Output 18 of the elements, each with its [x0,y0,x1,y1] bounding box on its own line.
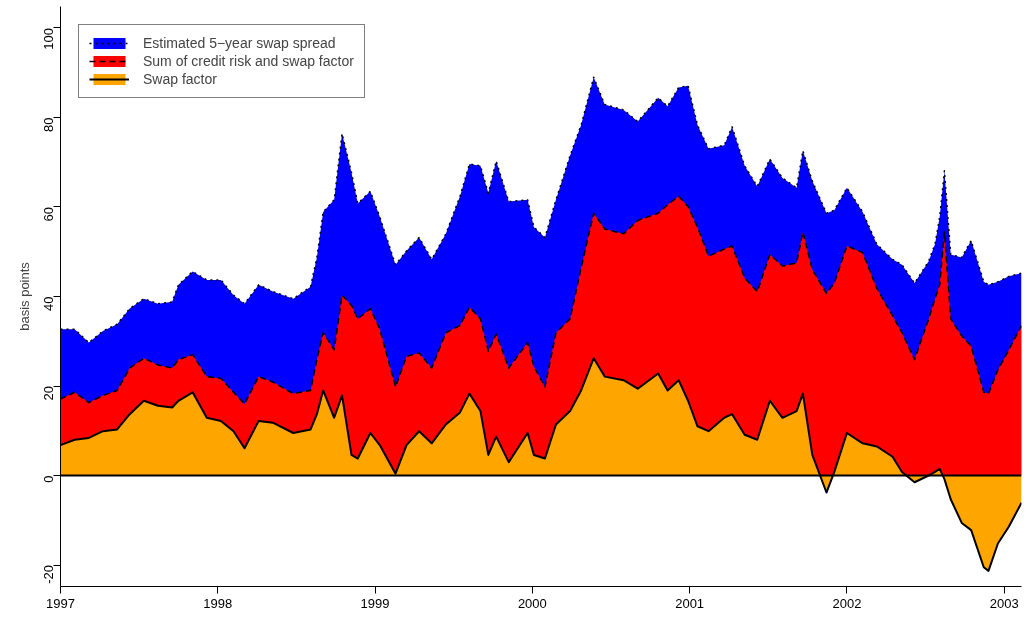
x-tick-label: 2003 [989,595,1019,611]
legend-label: Estimated 5−year swap spread [143,35,336,51]
x-tick-label: 1999 [360,595,390,611]
y-tick-label: -20 [41,565,56,584]
x-tick-label: 1997 [46,595,75,611]
x-tick-label: 2000 [517,595,547,611]
y-tick-label: 40 [41,296,56,311]
y-tick-label: 60 [41,206,56,222]
y-tick-label: 20 [41,386,56,401]
y-tick-label: 0 [41,475,56,483]
y-axis-title: basis points [16,261,32,331]
y-tick-label: 80 [41,117,56,132]
x-tick-label: 2002 [832,595,862,611]
legend-label: Sum of credit risk and swap factor [143,53,354,69]
legend-label: Swap factor [143,71,217,87]
x-tick-label: 2001 [675,595,705,611]
x-tick-label: 1998 [203,595,233,611]
y-tick-label: 100 [41,27,56,50]
